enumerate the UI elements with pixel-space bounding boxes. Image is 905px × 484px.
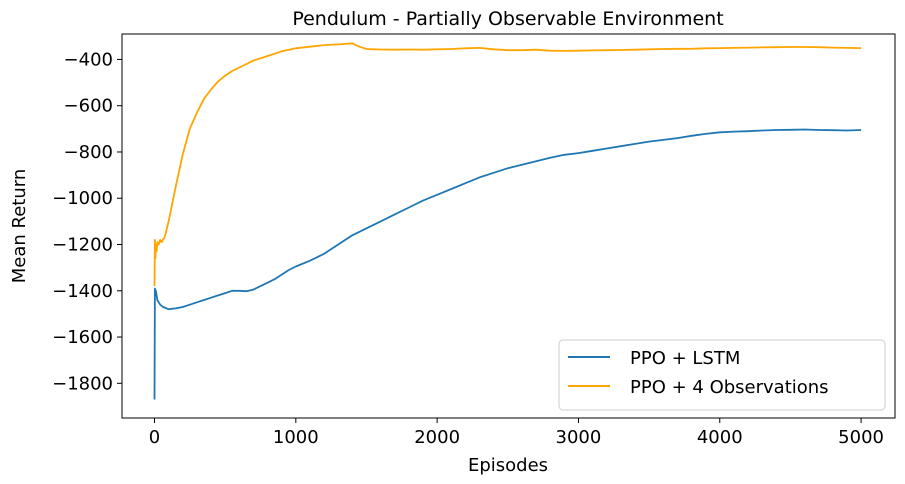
- y-tick-label: −1400: [52, 281, 113, 302]
- x-axis-label: Episodes: [468, 455, 548, 476]
- plot-frame: [121, 33, 896, 419]
- x-axis: 0 1000 2000 3000 4000 5000: [149, 418, 884, 448]
- legend-label-ppo-lstm: PPO + LSTM: [630, 348, 740, 369]
- chart-title: Pendulum - Partially Observable Environm…: [292, 8, 723, 30]
- legend-box: [558, 339, 886, 411]
- x-tick-label: 1000: [273, 427, 319, 448]
- y-axis: −1800 −1600 −1400 −1200 −1000 −800 −600 −400: [52, 49, 122, 394]
- y-tick-label: −600: [64, 96, 113, 117]
- legend: PPO + LSTM PPO + 4 Observations: [558, 339, 886, 411]
- y-tick-label: −1200: [52, 235, 113, 256]
- x-tick-label: 2000: [414, 427, 460, 448]
- legend-label-ppo-4-observations: PPO + 4 Observations: [630, 377, 829, 398]
- y-tick-label: −1600: [52, 327, 113, 348]
- y-tick-label: −1000: [52, 188, 113, 209]
- x-tick-label: 4000: [697, 427, 743, 448]
- y-tick-label: −1800: [52, 373, 113, 394]
- series-line-ppo-4-observations: [153, 42, 862, 287]
- plot-area: [153, 42, 862, 400]
- x-tick-label: 5000: [838, 427, 884, 448]
- x-tick-label: 0: [149, 427, 160, 448]
- x-tick-label: 3000: [556, 427, 602, 448]
- y-tick-label: −400: [64, 49, 113, 70]
- y-tick-label: −800: [64, 142, 113, 163]
- y-axis-label: Mean Return: [9, 169, 30, 284]
- series-line-ppo-lstm: [153, 128, 862, 400]
